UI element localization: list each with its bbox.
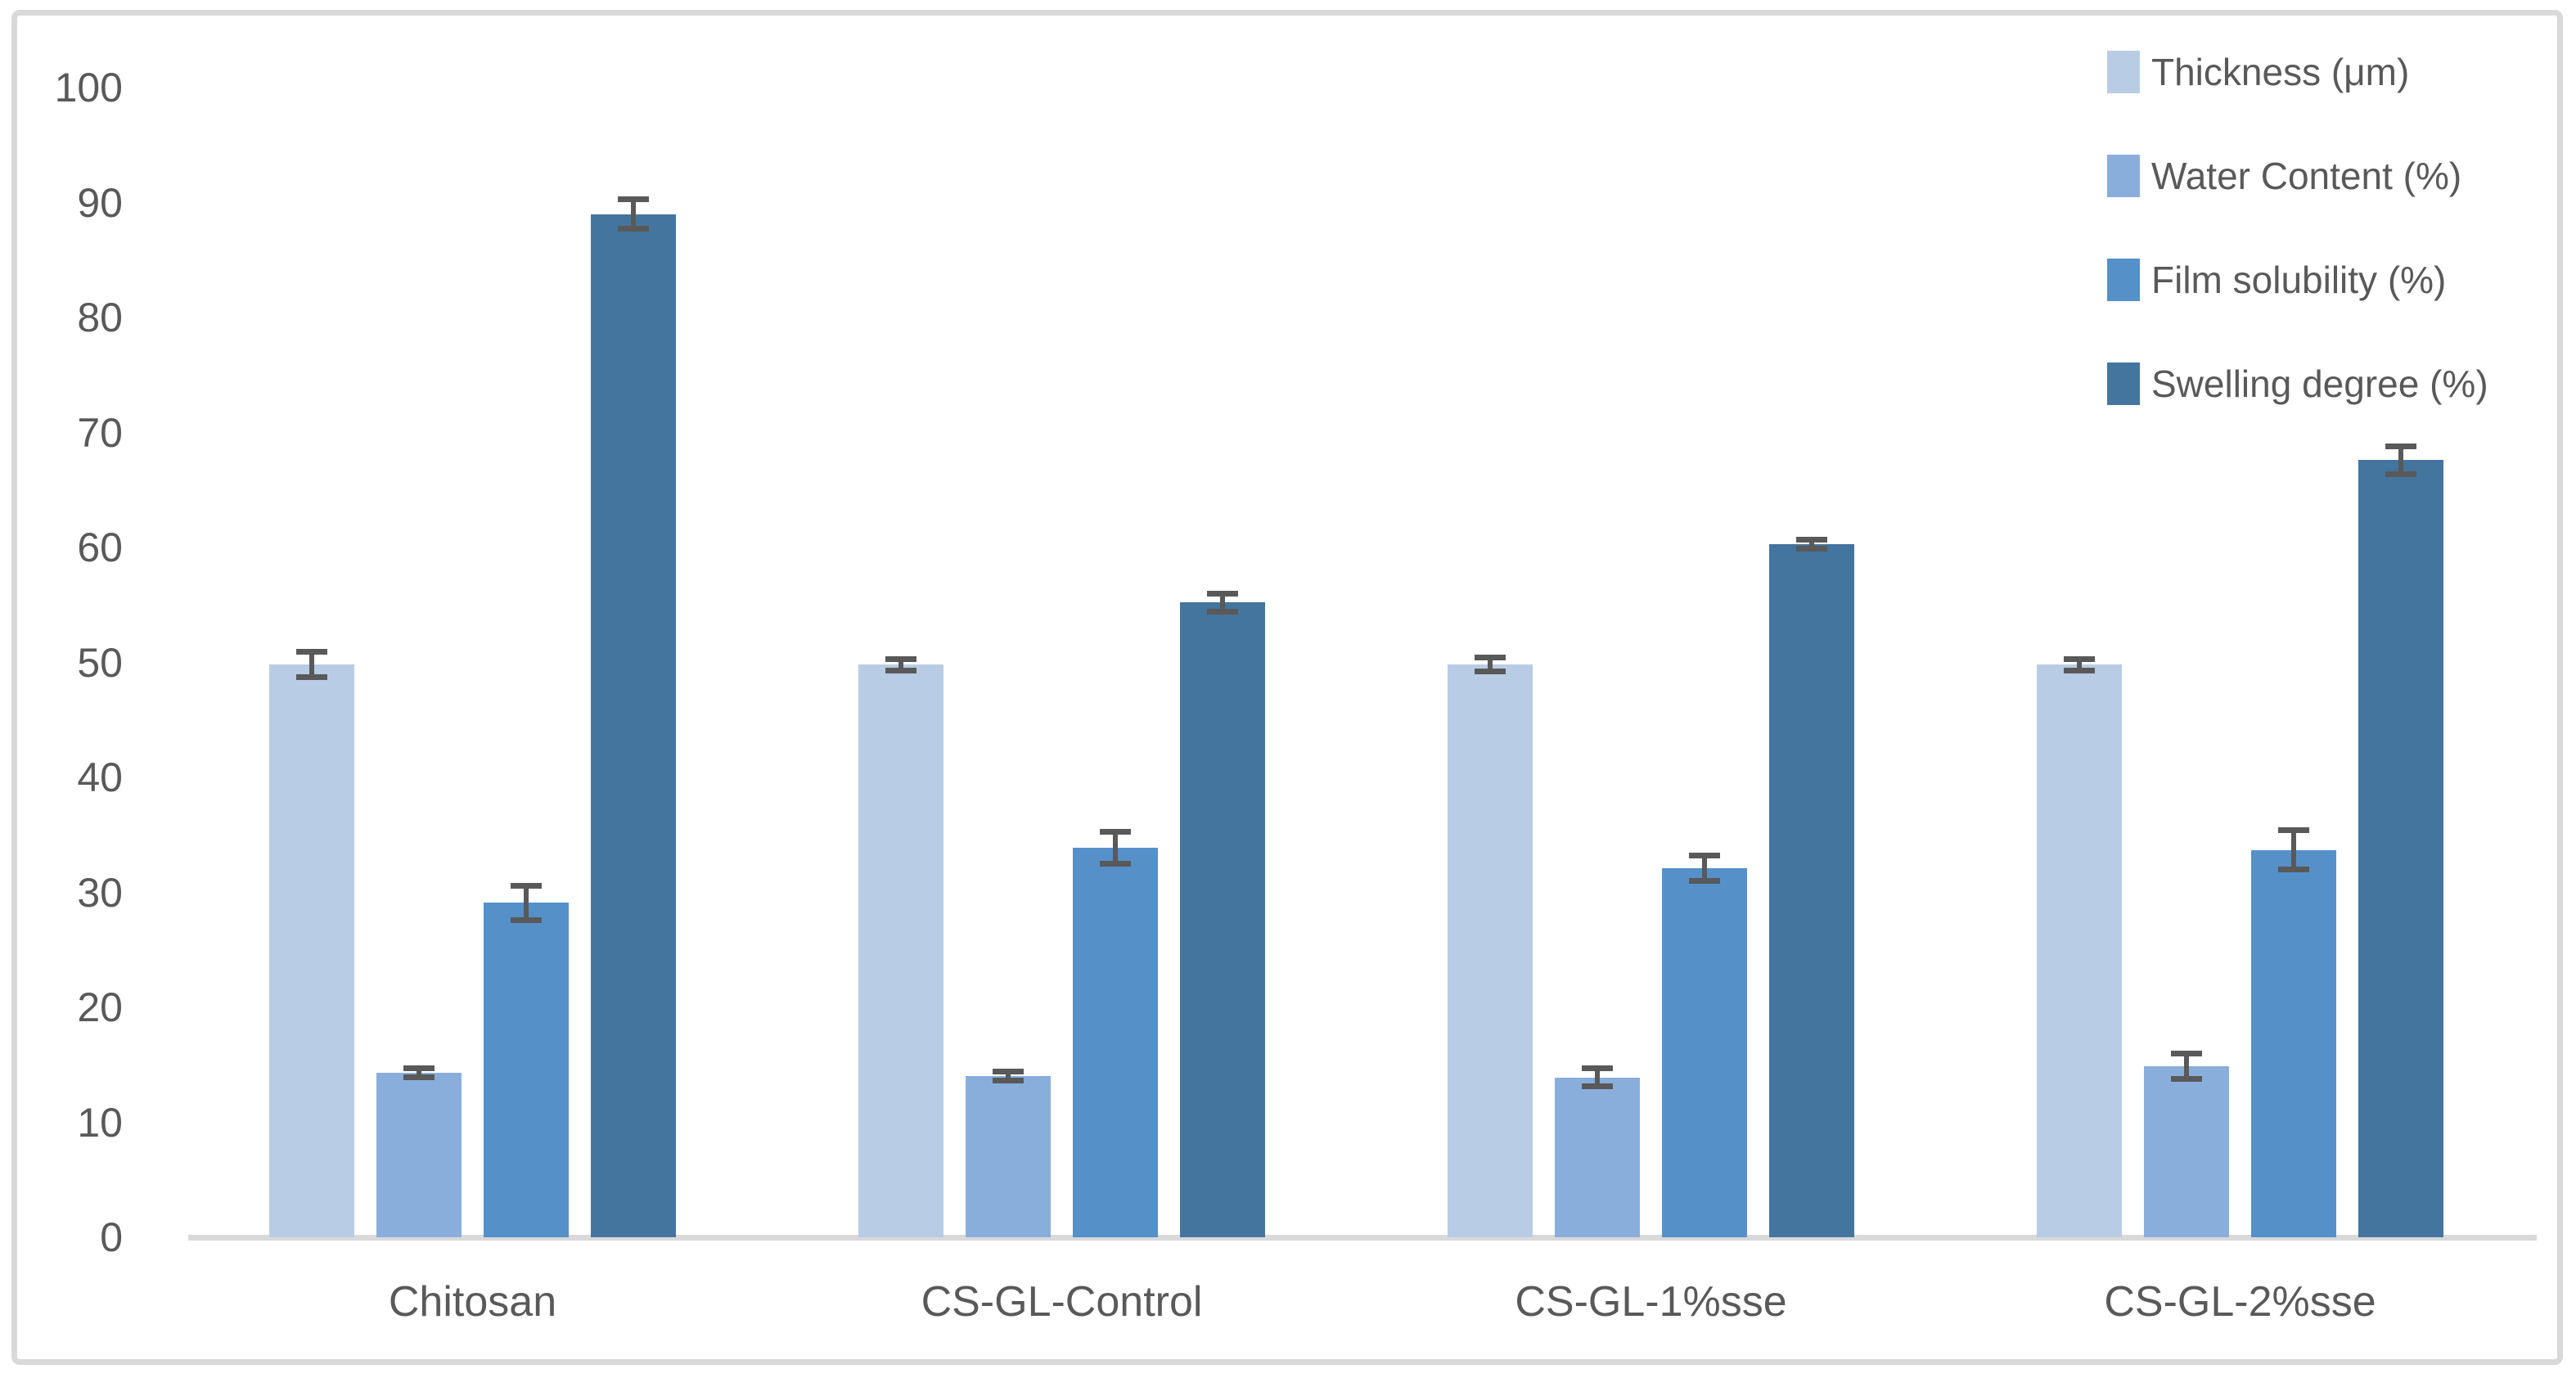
error-bar-cap — [1689, 853, 1720, 859]
y-tick-label: 100 — [54, 65, 123, 110]
error-bar-cap — [1582, 1065, 1613, 1071]
error-bar-cap — [2278, 866, 2309, 872]
error-bar — [524, 885, 529, 921]
bar — [2037, 664, 2122, 1237]
legend-label: Film solubility (%) — [2151, 259, 2447, 301]
y-tick-label: 0 — [100, 1214, 123, 1260]
bar — [966, 1076, 1051, 1237]
error-bar-cap — [1100, 828, 1131, 835]
bar — [269, 664, 354, 1237]
error-bar-cap — [1582, 1083, 1613, 1090]
legend-item: Thickness (μm) — [2107, 51, 2409, 93]
error-bar — [2291, 830, 2296, 870]
x-axis-label: CS-GL-2%sse — [2104, 1278, 2376, 1326]
legend-item: Film solubility (%) — [2107, 259, 2446, 301]
error-bar-cap — [2385, 471, 2416, 477]
error-bar-cap — [885, 655, 916, 662]
bar — [1073, 847, 1158, 1237]
error-bar — [2077, 659, 2082, 671]
error-bar-cap — [2171, 1050, 2202, 1056]
legend-label: Water Content (%) — [2151, 155, 2462, 197]
legend-swatch — [2107, 155, 2140, 197]
bar — [2358, 460, 2443, 1237]
error-bar-cap — [618, 196, 649, 202]
bar — [2251, 849, 2336, 1237]
x-axis-label: CS-GL-1%sse — [1515, 1278, 1787, 1326]
error-bar-cap — [1207, 609, 1238, 615]
error-bar — [1702, 855, 1707, 881]
error-bar-cap — [2171, 1075, 2202, 1082]
legend-swatch — [2107, 51, 2140, 93]
error-bar-cap — [296, 674, 327, 681]
legend-label: Thickness (μm) — [2151, 51, 2410, 93]
bar — [1448, 664, 1533, 1237]
bar — [2144, 1065, 2229, 1237]
y-tick-label: 60 — [77, 525, 123, 570]
legend-label: Swelling degree (%) — [2151, 363, 2488, 405]
error-bar-cap — [296, 649, 327, 655]
y-tick-label: 10 — [77, 1099, 123, 1146]
y-tick-label: 20 — [77, 984, 123, 1030]
error-bar — [1113, 831, 1118, 864]
error-bar-cap — [993, 1078, 1024, 1084]
legend-swatch — [2107, 259, 2140, 301]
error-bar-cap — [403, 1065, 435, 1071]
error-bar-cap — [885, 667, 916, 673]
error-bar-cap — [2064, 655, 2095, 662]
y-tick-label: 70 — [77, 409, 123, 456]
error-bar-cap — [2064, 667, 2095, 673]
error-bar-cap — [1796, 536, 1827, 543]
legend-item: Water Content (%) — [2107, 155, 2461, 197]
y-tick-label: 90 — [77, 179, 123, 226]
error-bar — [898, 659, 903, 671]
bar — [376, 1073, 462, 1237]
bar — [591, 214, 676, 1237]
error-bar — [1595, 1068, 1600, 1087]
error-bar — [1488, 657, 1493, 672]
error-bar-cap — [2278, 827, 2309, 834]
error-bar — [1006, 1071, 1011, 1081]
error-bar — [1220, 593, 1225, 612]
error-bar — [2184, 1053, 2189, 1079]
legend-item: Swelling degree (%) — [2107, 363, 2488, 405]
error-bar-cap — [1796, 545, 1827, 552]
bar — [1769, 543, 1854, 1237]
error-bar-cap — [618, 226, 649, 232]
bar — [1662, 867, 1747, 1237]
error-bar-cap — [1207, 590, 1238, 597]
legend-swatch — [2107, 363, 2140, 405]
chart-frame-border — [11, 10, 2563, 1365]
error-bar-cap — [511, 916, 542, 923]
error-bar-cap — [1475, 669, 1506, 675]
error-bar-cap — [993, 1069, 1024, 1075]
bar — [858, 664, 943, 1237]
error-bar — [309, 651, 314, 678]
bar — [1555, 1077, 1640, 1237]
bar — [1180, 602, 1265, 1237]
error-bar — [631, 199, 636, 229]
bar — [484, 903, 569, 1237]
y-tick-label: 80 — [77, 295, 123, 340]
error-bar-cap — [403, 1074, 435, 1081]
x-axis-baseline — [188, 1235, 2537, 1241]
error-bar — [1809, 539, 1814, 549]
error-bar — [2398, 446, 2403, 475]
x-axis-label: CS-GL-Control — [921, 1278, 1203, 1326]
error-bar-cap — [511, 882, 542, 889]
error-bar-cap — [2385, 443, 2416, 449]
error-bar — [417, 1068, 421, 1078]
y-tick-label: 50 — [77, 639, 123, 686]
error-bar-cap — [1100, 860, 1131, 867]
y-tick-label: 40 — [77, 754, 123, 800]
error-bar-cap — [1689, 877, 1720, 884]
error-bar-cap — [1475, 655, 1506, 661]
x-axis-label: Chitosan — [388, 1278, 557, 1326]
y-tick-label: 30 — [77, 869, 123, 916]
